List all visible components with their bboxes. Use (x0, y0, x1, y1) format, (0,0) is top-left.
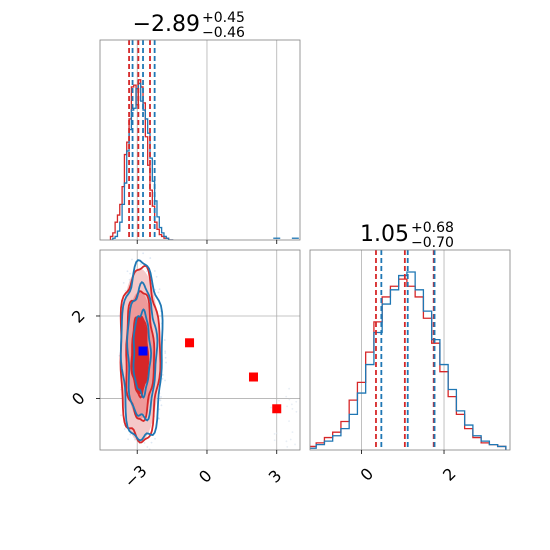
axes-frame (99, 39, 301, 241)
histogram-panel-param-1 (99, 39, 301, 244)
histogram-series-2 (110, 82, 174, 240)
contour-line-series-2 (132, 308, 153, 399)
sample-point (155, 275, 158, 278)
sample-point (150, 441, 153, 444)
sample-point (157, 291, 160, 294)
truth-marker (138, 346, 148, 356)
sample-point (146, 446, 149, 448)
title-param-1-upper-error: +0.45 (202, 10, 245, 26)
x-tick-label: 0 (357, 464, 378, 485)
sample-point (129, 433, 132, 436)
sample-point (164, 356, 167, 359)
sample-point (295, 410, 298, 413)
sample-point (291, 408, 294, 410)
sample-point (294, 443, 296, 446)
title-param-2-upper-error: +0.68 (411, 220, 454, 236)
x-tick-label: 0 (195, 466, 216, 487)
sample-point (140, 263, 142, 266)
sample-point (123, 428, 126, 430)
histogram-content (109, 40, 299, 240)
sample-point (289, 438, 292, 441)
sample-point (286, 405, 288, 408)
contour-panel-2d: −3 0 3 0 2 (68, 249, 301, 491)
sample-point (154, 288, 157, 291)
histogram-series-1 (109, 79, 174, 240)
sample-point (273, 433, 276, 435)
sample-point (164, 352, 167, 354)
x-tick-label: 2 (439, 464, 460, 485)
sample-point (285, 440, 288, 443)
title-param-2: 1.05 (360, 222, 409, 247)
point-marker (272, 404, 282, 414)
sample-point (160, 396, 162, 398)
sample-point (164, 350, 167, 353)
sample-point (146, 270, 148, 273)
sample-point (165, 361, 167, 364)
sample-point (131, 258, 133, 261)
title-param-1: −2.89 (133, 12, 200, 37)
contour-line-series-2 (126, 281, 159, 422)
sample-point (126, 270, 129, 273)
sample-point (163, 339, 166, 341)
sample-point (117, 314, 120, 317)
sample-point (285, 395, 288, 398)
axes-frame (99, 249, 301, 451)
y-tick-label: 2 (68, 306, 89, 327)
sample-point (288, 387, 291, 390)
sample-point (153, 270, 156, 272)
contour-line-series-1 (125, 290, 156, 423)
sample-point (124, 289, 127, 292)
sample-point (273, 439, 276, 442)
sample-point (288, 398, 291, 401)
sample-point (295, 400, 298, 403)
sample-point (164, 379, 166, 382)
sample-point (278, 399, 280, 402)
point-marker (248, 372, 258, 382)
sample-point (149, 257, 152, 259)
title-param-1-lower-error: −0.46 (202, 25, 245, 41)
axes-frame (309, 249, 511, 451)
sample-point (154, 437, 156, 440)
sample-point (160, 404, 163, 407)
contour-line-series-2 (119, 259, 164, 442)
y-tick-label: 0 (68, 388, 89, 409)
sample-point (290, 403, 293, 406)
histogram-series-2 (310, 271, 507, 450)
sample-point (129, 272, 131, 275)
sample-point (158, 288, 161, 291)
sample-point (275, 432, 278, 435)
sample-point (143, 453, 145, 455)
contour-content (117, 252, 298, 455)
sample-point (143, 442, 146, 444)
sample-point (270, 406, 272, 409)
sample-point (159, 399, 162, 402)
sample-point (291, 431, 294, 434)
title-param-2-lower-error: −0.70 (411, 235, 454, 251)
histogram-content (310, 250, 507, 450)
sample-point (161, 377, 164, 380)
sample-point (162, 374, 164, 376)
sample-point (122, 281, 125, 284)
sample-point (288, 420, 290, 423)
contour-line-series-1 (130, 315, 150, 399)
x-tick-label: −3 (121, 461, 151, 491)
sample-point (286, 445, 289, 448)
sample-point (120, 414, 122, 417)
sample-point (142, 252, 145, 255)
sample-point (158, 408, 161, 411)
x-tick-label: 3 (265, 466, 286, 487)
sample-point (127, 438, 130, 441)
point-marker (185, 338, 195, 348)
